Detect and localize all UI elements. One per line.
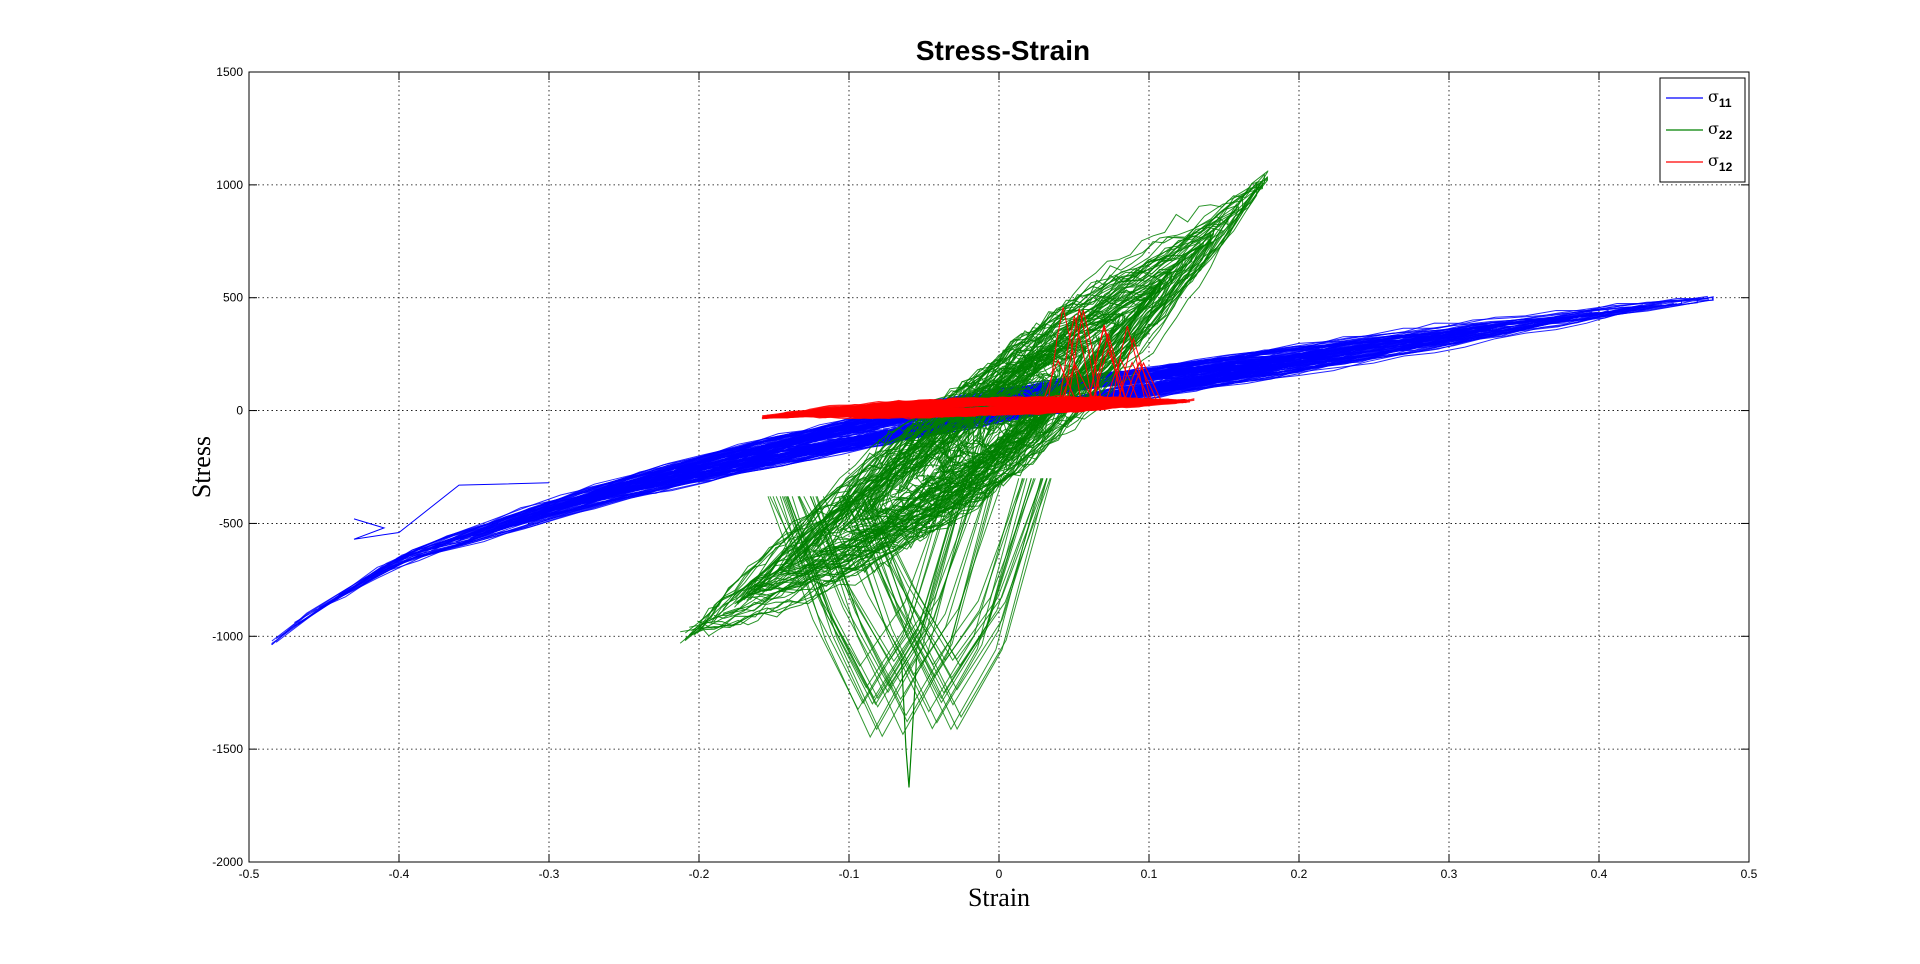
y-tick-label: -500 xyxy=(219,516,243,530)
x-tick-label: 0.2 xyxy=(1291,867,1308,881)
series-22-loop xyxy=(812,374,1056,554)
series-22-loop xyxy=(753,330,1115,593)
series-22-loop xyxy=(722,310,1124,614)
series-22-trough xyxy=(787,478,969,700)
series-22-loop xyxy=(913,390,1036,485)
series-22-trough xyxy=(810,478,992,701)
series-layer xyxy=(271,170,1714,788)
y-tick-label: 0 xyxy=(236,404,243,418)
x-tick-labels: -0.5 -0.4 -0.3 -0.2 -0.1 0 0.1 0.2 0.3 0.4 0.5 xyxy=(239,867,1758,881)
axis-ticks xyxy=(248,71,1750,863)
y-tick-label: 1500 xyxy=(216,65,243,79)
x-tick-label: -0.4 xyxy=(389,867,410,881)
series-12-loop xyxy=(924,401,1059,412)
series-22-trough xyxy=(838,478,1020,713)
series-12-spike xyxy=(1117,337,1152,402)
series-22-loop xyxy=(810,376,1049,562)
y-tick-label: 500 xyxy=(223,291,243,305)
x-axis-label: Strain xyxy=(968,883,1030,912)
x-tick-label: 0.4 xyxy=(1591,867,1608,881)
x-tick-label: 0.1 xyxy=(1141,867,1158,881)
series-22-loop xyxy=(856,205,1239,522)
x-tick-label: 0 xyxy=(996,867,1003,881)
series-12-loop xyxy=(770,398,1128,419)
series-22-loop xyxy=(943,330,1085,488)
series-22-trough xyxy=(822,478,1004,677)
series-22-loop xyxy=(812,373,1057,560)
y-axis-label: Stress xyxy=(187,436,216,498)
series-12-spike xyxy=(1063,308,1098,402)
series-11-loop xyxy=(685,376,1173,476)
series-22-trough xyxy=(854,478,1036,662)
series-22-trough xyxy=(862,478,1044,662)
x-tick-label: -0.2 xyxy=(689,867,710,881)
series-22-trough xyxy=(853,478,1035,694)
chart-title: Stress-Strain xyxy=(916,35,1090,66)
series-12-spike xyxy=(1092,348,1127,402)
series-22-trough xyxy=(850,478,1032,700)
series-12-spike xyxy=(1088,326,1123,402)
series-22-trough xyxy=(785,478,966,706)
series-22-trough xyxy=(869,478,1051,667)
series-22-trough xyxy=(866,478,1048,731)
series-22-trough xyxy=(842,478,1024,666)
series-22-trough xyxy=(791,478,973,738)
series-22-spike xyxy=(900,658,918,788)
series-22-trough xyxy=(870,478,1052,718)
series-22-loop xyxy=(734,232,1212,608)
series-12-spike xyxy=(1123,361,1158,402)
series-12-spike xyxy=(1116,361,1151,402)
series-22-loop xyxy=(879,407,961,550)
x-tick-label: 0.5 xyxy=(1741,867,1758,881)
series-22-loop xyxy=(860,258,1183,524)
grid-lines xyxy=(249,72,1749,862)
y-tick-label: -2000 xyxy=(212,855,243,869)
series-22-trough xyxy=(803,478,985,663)
series-12-loop xyxy=(861,396,1191,415)
series-22-loop xyxy=(875,434,956,528)
y-tick-labels: -2000 -1500 -1000 -500 0 500 1000 1500 xyxy=(212,65,243,869)
series-12-spike xyxy=(1092,332,1127,402)
y-tick-label: -1500 xyxy=(212,742,243,756)
series-22-trough xyxy=(772,478,954,705)
series-22-trough xyxy=(861,478,1043,679)
series-12 xyxy=(761,307,1195,420)
series-22-trough xyxy=(850,478,1032,704)
series-11-loop xyxy=(535,362,1283,514)
series-11-loop xyxy=(615,350,1351,495)
x-tick-label: -0.5 xyxy=(239,867,260,881)
series-22-trough xyxy=(775,478,957,689)
series-12-spike xyxy=(1059,363,1094,402)
x-tick-label: -0.3 xyxy=(539,867,560,881)
plot-area xyxy=(248,71,1750,863)
y-tick-label: -1000 xyxy=(212,629,243,643)
series-22-trough xyxy=(846,478,1028,724)
series-11-loop xyxy=(508,372,1199,523)
series-11-loop xyxy=(469,366,1233,540)
series-22-trough xyxy=(812,478,994,736)
series-11-loop xyxy=(535,368,1235,515)
series-12-spike xyxy=(1058,315,1093,402)
x-tick-label: 0.3 xyxy=(1441,867,1458,881)
y-tick-label: 1000 xyxy=(216,178,243,192)
series-12-spike xyxy=(1105,357,1140,402)
series-12-spike xyxy=(1128,361,1162,402)
series-22-loop xyxy=(804,444,951,571)
series-22-trough xyxy=(779,478,961,739)
series-22-trough xyxy=(786,478,968,731)
series-22-loop xyxy=(735,318,1120,603)
series-11-tail xyxy=(353,482,550,540)
x-tick-label: -0.1 xyxy=(839,867,860,881)
